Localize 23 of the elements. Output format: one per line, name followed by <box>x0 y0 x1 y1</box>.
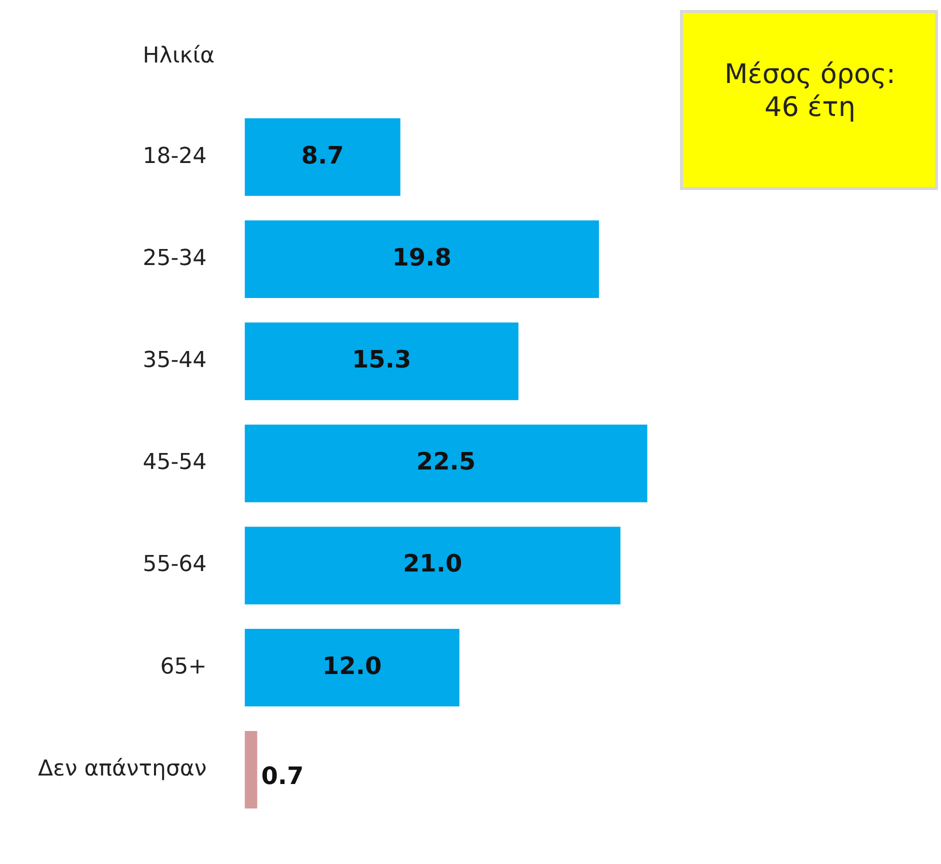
bar <box>244 526 620 604</box>
data-label: 19.8 <box>392 243 452 272</box>
bar <box>244 424 648 502</box>
y-tick-label: 65+ <box>160 654 207 680</box>
y-tick-label: 25-34 <box>142 246 207 271</box>
data-label: 12.0 <box>322 652 382 680</box>
data-label: 15.3 <box>352 346 412 374</box>
y-tick-label: 45-54 <box>142 450 207 476</box>
chart-title: Ηλικία <box>142 44 215 69</box>
y-tick-label: Δεν απάντησαν <box>38 756 207 782</box>
bar <box>244 220 599 298</box>
y-tick-label: 35-44 <box>142 348 207 374</box>
bar <box>244 322 518 400</box>
y-tick-label: 18-24 <box>142 144 207 169</box>
text: Μέσος όρος: 46 έτη <box>723 58 897 124</box>
bar <box>244 730 258 809</box>
data-label: 0.7 <box>261 762 304 790</box>
bar <box>244 118 400 196</box>
bar <box>244 628 460 706</box>
data-label: 21.0 <box>402 550 462 578</box>
y-tick-label: 55-64 <box>142 552 207 578</box>
data-label: 8.7 <box>301 141 344 170</box>
data-label: 22.5 <box>416 448 476 476</box>
